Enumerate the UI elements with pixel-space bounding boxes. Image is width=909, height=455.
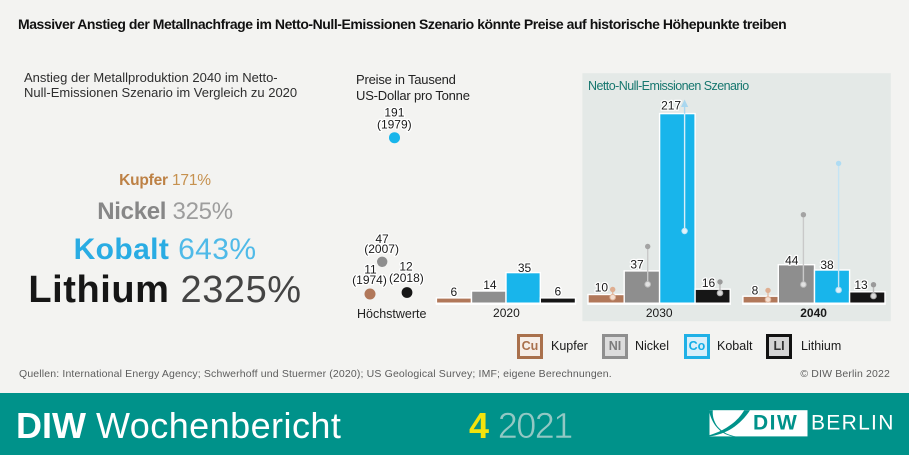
svg-text:11: 11 (364, 263, 377, 277)
svg-text:DIW: DIW (753, 411, 798, 434)
svg-text:2040: 2040 (800, 306, 827, 320)
svg-text:35: 35 (518, 261, 532, 275)
svg-text:(2007): (2007) (364, 242, 399, 256)
svg-text:191: 191 (384, 105, 404, 119)
svg-text:16: 16 (702, 276, 716, 290)
svg-text:38: 38 (820, 258, 834, 272)
svg-text:14: 14 (483, 278, 497, 292)
svg-text:BERLIN: BERLIN (811, 411, 895, 434)
svg-text:10: 10 (595, 281, 609, 295)
svg-text:217: 217 (661, 99, 681, 113)
svg-text:2030: 2030 (646, 306, 673, 320)
svg-text:44: 44 (785, 253, 799, 267)
svg-text:6: 6 (450, 285, 457, 299)
svg-text:47: 47 (375, 232, 389, 246)
svg-text:37: 37 (630, 258, 644, 272)
svg-text:12: 12 (399, 260, 413, 274)
svg-text:8: 8 (752, 283, 759, 297)
svg-text:(2018): (2018) (389, 271, 424, 285)
svg-text:13: 13 (854, 278, 868, 292)
svg-text:6: 6 (555, 285, 562, 299)
svg-text:(1979): (1979) (377, 117, 412, 131)
svg-text:2020: 2020 (493, 306, 520, 320)
svg-text:(1974): (1974) (352, 273, 387, 287)
